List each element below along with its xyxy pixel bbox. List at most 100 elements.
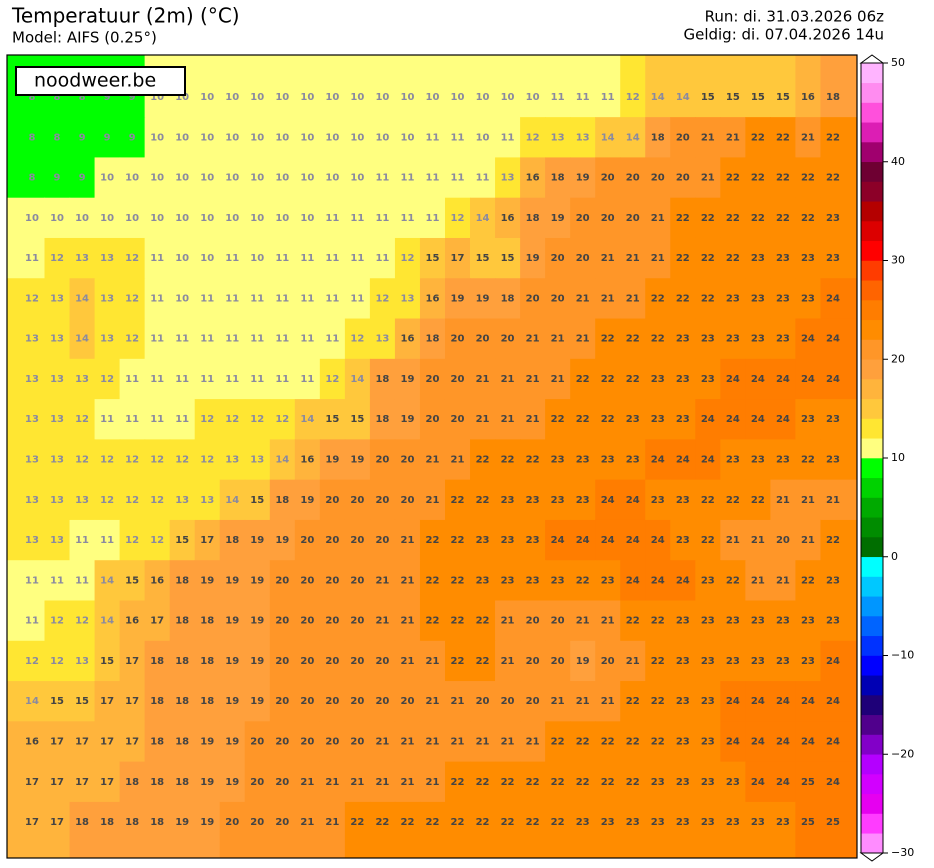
field-cell — [770, 318, 797, 360]
field-cell — [394, 560, 421, 602]
value-label: 12 — [350, 334, 364, 345]
value-label: 20 — [551, 253, 565, 264]
value-label: 21 — [551, 374, 565, 385]
value-label: 21 — [300, 777, 314, 788]
value-label: 20 — [325, 535, 339, 546]
value-label: 14 — [100, 575, 114, 586]
value-label: 10 — [275, 213, 289, 224]
field-cell — [745, 157, 771, 199]
field-cell — [344, 600, 371, 642]
value-label: 13 — [25, 455, 39, 466]
field-cell — [44, 721, 71, 763]
value-label: 12 — [50, 253, 64, 264]
field-cell — [770, 237, 797, 279]
value-label: 23 — [726, 293, 740, 304]
field-cell — [269, 55, 296, 118]
field-cell — [670, 358, 696, 400]
field-cell — [520, 600, 546, 642]
field-cell — [44, 560, 71, 602]
value-label: 19 — [551, 213, 565, 224]
value-label: 23 — [676, 736, 690, 747]
field-cell — [695, 358, 721, 400]
value-label: 22 — [501, 455, 515, 466]
field-cell — [570, 237, 596, 279]
colorbar-segment — [861, 774, 883, 795]
field-cell — [444, 399, 471, 440]
colorbar-segment — [861, 497, 883, 518]
value-label: 10 — [200, 92, 214, 103]
value-label: 11 — [300, 334, 314, 345]
field-cell — [169, 479, 196, 521]
value-label: 22 — [451, 817, 465, 828]
field-cell — [720, 55, 746, 118]
field-cell — [319, 721, 346, 763]
field-cell — [520, 640, 546, 682]
value-label: 15 — [100, 656, 114, 667]
field-cell — [670, 318, 696, 360]
field-cell — [470, 600, 496, 642]
value-label: 23 — [776, 455, 790, 466]
field-cell — [369, 801, 396, 858]
field-cell — [169, 117, 196, 159]
value-label: 11 — [601, 92, 615, 103]
field-cell — [69, 197, 96, 239]
field-cell — [169, 278, 196, 320]
field-cell — [444, 55, 471, 118]
value-label: 12 — [125, 253, 139, 264]
value-label: 13 — [50, 293, 64, 304]
field-cell — [470, 721, 496, 763]
colorbar-tick-label: 10 — [891, 451, 905, 464]
field-cell — [7, 640, 46, 682]
value-label: 16 — [150, 575, 164, 586]
field-cell — [294, 681, 321, 722]
value-label: 9 — [129, 92, 136, 103]
field-cell — [770, 519, 797, 561]
field-cell — [820, 237, 857, 279]
field-cell — [444, 640, 471, 682]
field-cell — [570, 761, 596, 803]
value-label: 24 — [751, 374, 765, 385]
field-cell — [620, 117, 646, 159]
field-cell — [770, 681, 797, 722]
value-label: 21 — [451, 736, 465, 747]
colorbar: 50 40 30 20 10 0 −10 −20 −30 — [859, 54, 914, 862]
value-label: 23 — [676, 495, 690, 506]
field-cell — [570, 399, 596, 440]
field-cell — [169, 157, 196, 199]
field-cell — [495, 640, 521, 682]
value-label: 24 — [776, 374, 790, 385]
field-cell — [470, 117, 496, 159]
field-cell — [394, 681, 421, 722]
field-cell — [344, 519, 371, 561]
colorbar-segment — [861, 260, 883, 281]
field-cell — [169, 721, 196, 763]
value-label: 24 — [626, 575, 640, 586]
field-cell — [495, 761, 521, 803]
field-cell — [645, 560, 671, 602]
field-cell — [720, 640, 746, 682]
field-cell — [419, 681, 446, 722]
value-label: 11 — [426, 213, 440, 224]
field-cell — [94, 117, 121, 159]
field-cell — [570, 197, 596, 239]
field-cell — [620, 237, 646, 279]
value-label: 9 — [104, 132, 111, 143]
value-label: 19 — [200, 777, 214, 788]
value-label: 13 — [200, 495, 214, 506]
value-label: 21 — [576, 616, 590, 627]
field-cell — [695, 55, 721, 118]
field-cell — [570, 157, 596, 199]
value-label: 15 — [501, 253, 515, 264]
value-label: 20 — [375, 455, 389, 466]
value-label: 23 — [726, 455, 740, 466]
field-cell — [394, 439, 421, 481]
value-label: 19 — [250, 575, 264, 586]
value-label: 22 — [726, 495, 740, 506]
value-label: 20 — [275, 736, 289, 747]
value-label: 20 — [300, 535, 314, 546]
field-cell — [94, 721, 121, 763]
field-cell — [695, 721, 721, 763]
field-cell — [595, 519, 621, 561]
value-label: 11 — [275, 253, 289, 264]
field-cell — [570, 358, 596, 400]
